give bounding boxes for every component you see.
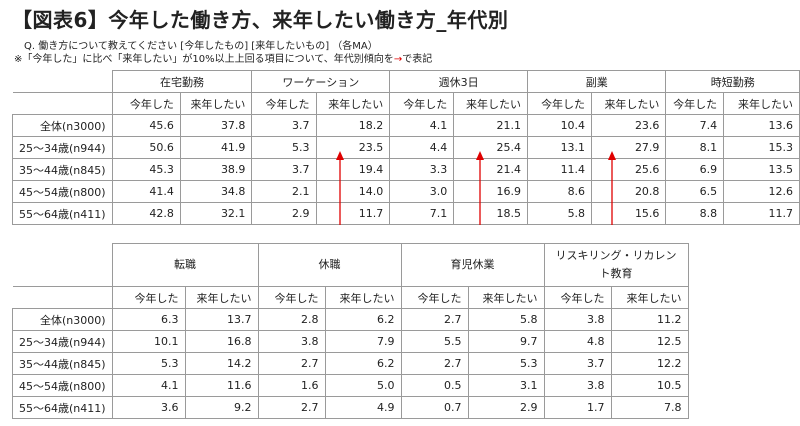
value-cell: 2.7: [257, 396, 326, 419]
row-label: 55～64歳(n411): [12, 396, 113, 419]
value-cell: 8.8: [665, 202, 725, 225]
value-cell: 2.9: [251, 202, 317, 225]
page-title: 【図表6】今年した働き方、来年したい働き方_年代別: [12, 8, 509, 32]
value-cell: 50.6: [111, 136, 181, 159]
value-cell: 3.8: [543, 308, 612, 331]
value-cell: 2.9: [467, 396, 545, 419]
value-cell: 0.5: [400, 374, 469, 397]
row-label: 全体(n3000): [12, 308, 113, 331]
value-cell: 9.2: [184, 396, 259, 419]
table-row: 45～54歳(n800) 4.1 11.6 1.6 5.0 0.5 3.1 3.8 10.5: [12, 374, 689, 397]
value-cell: 15.6: [591, 202, 667, 225]
value-cell: 45.6: [111, 114, 181, 137]
group-header-row: 在宅勤務 ワーケーション 週休3日 副業 時短勤務: [12, 70, 800, 93]
value-cell: 11.7: [723, 202, 800, 225]
row-label: 全体(n3000): [12, 114, 113, 137]
table-row: 全体(n3000) 6.3 13.7 2.8 6.2 2.7 5.8 3.8 11.2: [12, 308, 689, 331]
sub-header-this-year: 今年した: [543, 286, 612, 309]
value-cell: 42.8: [111, 202, 181, 225]
sub-header-next-year: 来年したい: [467, 286, 545, 309]
arrow-workation: [336, 151, 344, 225]
group-header: 転職: [111, 243, 259, 287]
value-cell: 4.9: [324, 396, 402, 419]
value-cell: 7.4: [665, 114, 725, 137]
value-cell: 0.7: [400, 396, 469, 419]
row-label: 35～44歳(n845): [12, 352, 113, 375]
value-cell: 16.8: [184, 330, 259, 353]
value-cell: 19.4: [315, 158, 391, 181]
sub-header-this-year: 今年した: [257, 286, 326, 309]
value-cell: 41.4: [111, 180, 181, 203]
row-label: 45～54歳(n800): [12, 374, 113, 397]
note-arrow: →: [393, 54, 403, 65]
arrow-side-job: [608, 151, 616, 225]
table-row: 55～64歳(n411) 3.6 9.2 2.7 4.9 0.7 2.9 1.7 7.8: [12, 396, 689, 419]
sub-header-next-year: 来年したい: [723, 92, 800, 115]
value-cell: 3.8: [543, 374, 612, 397]
sub-header-this-year: 今年した: [251, 92, 317, 115]
value-cell: 12.2: [610, 352, 689, 375]
group-header: 在宅勤務: [111, 70, 253, 93]
value-cell: 4.8: [543, 330, 612, 353]
value-cell: 8.6: [526, 180, 593, 203]
value-cell: 7.1: [389, 202, 455, 225]
value-cell: 32.1: [179, 202, 253, 225]
group-header: ワーケーション: [251, 70, 391, 93]
sub-header-next-year: 来年したい: [591, 92, 667, 115]
value-cell: 3.7: [251, 158, 317, 181]
value-cell: 13.7: [184, 308, 259, 331]
table-work-styles-2: 転職 休職 育児休業 リスキリング・リカレント教育 今年した 来年したい 今年した 来年したい…: [12, 243, 689, 419]
value-cell: 38.9: [179, 158, 253, 181]
value-cell: 7.8: [610, 396, 689, 419]
value-cell: 2.8: [257, 308, 326, 331]
group-header: 育児休業: [400, 243, 545, 287]
group-header-row: 転職 休職 育児休業 リスキリング・リカレント教育: [12, 243, 689, 287]
arrow-4day-week: [476, 151, 484, 225]
value-cell: 3.6: [111, 396, 186, 419]
group-header: リスキリング・リカレント教育: [543, 243, 689, 287]
table-row: 55～64歳(n411) 42.8 32.1 2.9 11.7 7.1 18.5 5.8 15.…: [12, 202, 800, 225]
row-label: 25～34歳(n944): [12, 330, 113, 353]
value-cell: 25.4: [453, 136, 528, 159]
row-label: 25～34歳(n944): [12, 136, 113, 159]
legend-note: ※「今年した」に比べ「来年したい」が10%以上上回る項目について、年代別傾向を→…: [14, 50, 432, 65]
table-work-styles-1: 在宅勤務 ワーケーション 週休3日 副業 時短勤務 今年した 来年したい 今年した 来年したい今…: [12, 70, 800, 225]
row-label: 55～64歳(n411): [12, 202, 113, 225]
value-cell: 21.1: [453, 114, 528, 137]
value-cell: 5.8: [467, 308, 545, 331]
note-text-before: ※「今年した」に比べ「来年したい」が10%以上上回る項目について、年代別傾向を: [14, 54, 394, 65]
value-cell: 5.8: [526, 202, 593, 225]
value-cell: 45.3: [111, 158, 181, 181]
row-label: 45～54歳(n800): [12, 180, 113, 203]
value-cell: 3.7: [251, 114, 317, 137]
question-text: Q. 働き方について教えてください [今年したもの] [来年したいもの] （各M…: [24, 41, 378, 52]
sub-header-next-year: 来年したい: [453, 92, 528, 115]
table-row: 35～44歳(n845) 5.3 14.2 2.7 6.2 2.7 5.3 3.7 12.2: [12, 352, 689, 375]
sub-header-next-year: 来年したい: [610, 286, 689, 309]
value-cell: 21.4: [453, 158, 528, 181]
note-text-after: で表記: [402, 54, 433, 65]
table-row: 25～34歳(n944) 10.1 16.8 3.8 7.9 5.5 9.7 4.8 12.5: [12, 330, 689, 353]
value-cell: 11.7: [315, 202, 391, 225]
sub-header-this-year: 今年した: [389, 92, 455, 115]
value-cell: 4.1: [111, 374, 186, 397]
